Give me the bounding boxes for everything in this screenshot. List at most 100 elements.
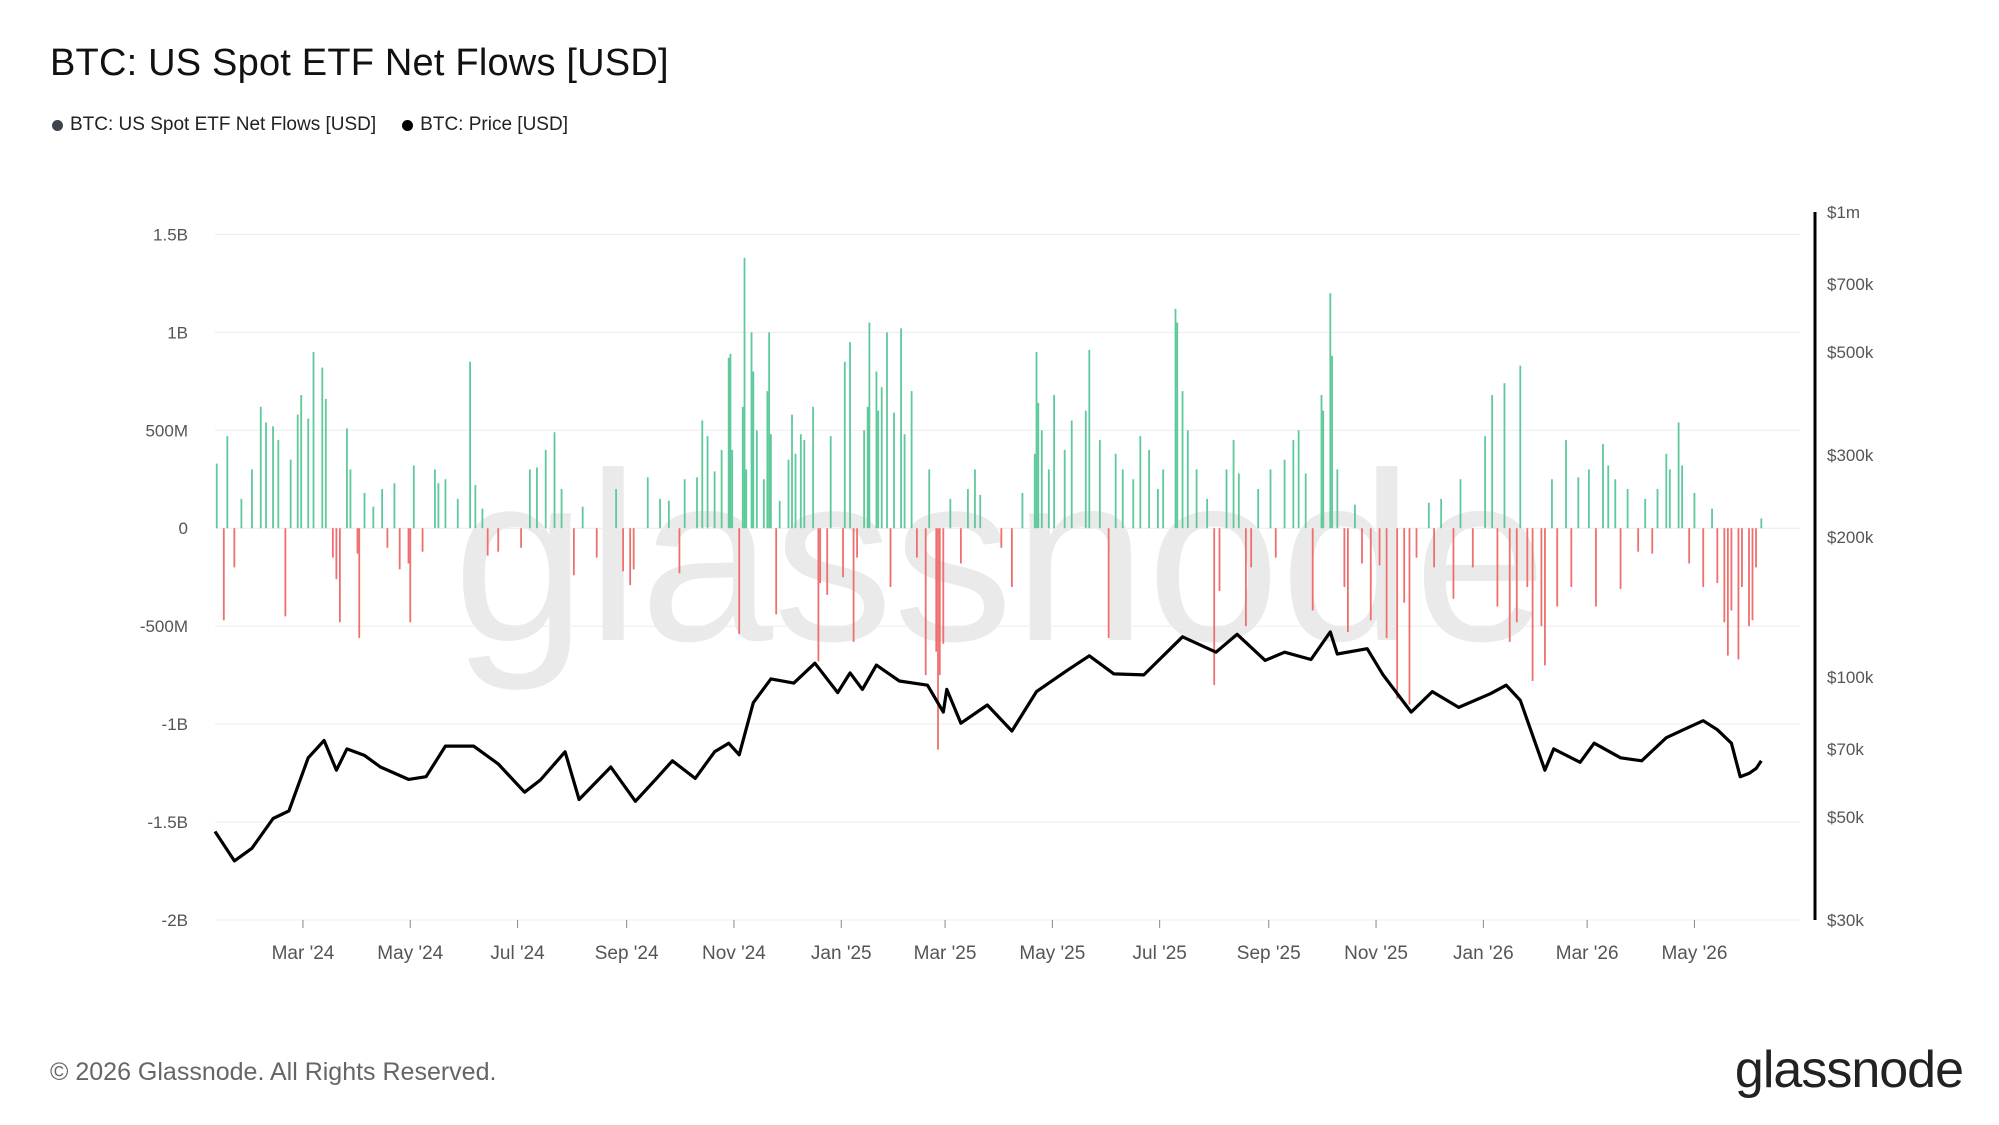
- flow-bar: [924, 528, 927, 676]
- x-tick-label: Jan '26: [1453, 943, 1514, 964]
- x-tick-label: Sep '25: [1237, 943, 1301, 964]
- flow-bar: [1471, 528, 1474, 568]
- flow-bar: [1484, 436, 1487, 529]
- flow-bar: [528, 469, 531, 529]
- flow-bar: [1711, 508, 1713, 529]
- flow-bar: [1132, 479, 1135, 529]
- flow-bar: [880, 387, 883, 529]
- flow-bar: [775, 528, 778, 615]
- flow-bar: [1157, 489, 1159, 529]
- right-tick-label: $1m: [1827, 203, 1860, 222]
- flow-bar: [1595, 528, 1597, 607]
- flow-bar: [553, 432, 556, 529]
- flow-bar: [393, 483, 396, 529]
- flow-bar: [706, 436, 709, 529]
- flow-bar: [1311, 528, 1314, 611]
- flow-bar: [1626, 489, 1629, 529]
- flow-bar: [331, 528, 334, 558]
- flow-bar: [787, 459, 790, 529]
- flow-bar: [1551, 479, 1553, 529]
- flow-bar: [1162, 469, 1165, 529]
- flow-bar: [1656, 489, 1659, 529]
- flow-bar: [1320, 395, 1323, 529]
- flow-bar: [1588, 469, 1590, 529]
- flow-bar: [497, 528, 500, 552]
- x-tick-label: Mar '24: [272, 943, 335, 964]
- flow-bar: [437, 483, 440, 529]
- flow-bar: [1531, 528, 1534, 682]
- flow-bar: [1427, 502, 1430, 529]
- flow-bar: [581, 506, 584, 529]
- legend-label-net-flows: BTC: US Spot ETF Net Flows [USD]: [70, 114, 377, 135]
- flow-bar: [889, 528, 892, 587]
- flow-bar: [937, 528, 939, 750]
- x-tick-label: Jan '25: [811, 943, 872, 964]
- flow-bar: [1503, 383, 1506, 529]
- flow-bar: [372, 506, 375, 529]
- legend-item-net-flows[interactable]: BTC: US Spot ETF Net Flows [USD]: [52, 114, 376, 136]
- left-tick-label: -1.5B: [147, 813, 188, 832]
- flow-bar: [1088, 349, 1091, 529]
- flow-bar: [863, 430, 866, 529]
- flow-bar: [444, 479, 447, 529]
- flow-bar: [768, 332, 771, 529]
- flow-bar: [409, 528, 412, 623]
- flow-bar: [1186, 430, 1189, 529]
- flow-bar: [1010, 528, 1013, 587]
- watermark: glassnode: [453, 423, 1547, 691]
- flow-bar: [1540, 528, 1543, 627]
- flow-bar: [456, 498, 459, 529]
- flow-bar: [1751, 528, 1754, 621]
- flow-bar: [1336, 469, 1339, 529]
- flow-bar: [265, 422, 267, 529]
- flow-bar: [1361, 528, 1363, 564]
- flow-bar: [572, 528, 575, 576]
- right-tick-label: $50k: [1827, 808, 1864, 827]
- flow-bar: [1274, 528, 1277, 558]
- flow-bar: [1741, 528, 1743, 587]
- legend-item-price[interactable]: BTC: Price [USD]: [402, 114, 568, 136]
- flow-bar: [381, 489, 384, 529]
- left-axis: 1.5B 1B 500M 0 -500M -1B -1.5B -2B: [140, 225, 188, 930]
- flow-bar: [421, 528, 424, 552]
- flow-bar: [928, 469, 931, 529]
- flow-bar: [743, 257, 746, 529]
- flow-bar: [1322, 410, 1325, 529]
- flow-bar: [1681, 465, 1684, 529]
- flow-bar: [1491, 395, 1494, 529]
- flow-bar: [713, 471, 716, 529]
- x-tick-label: Mar '25: [914, 943, 977, 964]
- copyright: © 2026 Glassnode. All Rights Reserved.: [50, 1058, 497, 1086]
- flow-bar: [812, 406, 815, 529]
- flow-bar: [1114, 453, 1117, 529]
- right-tick-label: $30k: [1827, 911, 1864, 930]
- flow-bar: [632, 528, 635, 570]
- flow-bar: [289, 459, 292, 529]
- flow-bar: [720, 449, 723, 529]
- flow-bar: [916, 528, 918, 558]
- flow-bar: [251, 469, 253, 529]
- flow-bar: [949, 498, 952, 529]
- flow-bar: [1730, 528, 1733, 611]
- flow-bar: [778, 500, 781, 529]
- flow-bar: [829, 436, 832, 529]
- flow-bar: [1496, 528, 1499, 607]
- brand-logo[interactable]: glassnode: [1734, 1041, 1964, 1099]
- flow-bar: [1440, 498, 1443, 529]
- flow-bar: [321, 367, 324, 529]
- flow-bar: [335, 528, 338, 580]
- flow-bar: [752, 371, 755, 529]
- flow-bar: [615, 489, 617, 529]
- flow-bar: [974, 469, 976, 529]
- flow-bar: [1181, 391, 1184, 529]
- flow-bar: [1556, 528, 1559, 607]
- flow-bar: [1035, 351, 1038, 529]
- left-tick-label: 1.5B: [153, 225, 188, 244]
- flow-bar: [803, 440, 806, 529]
- flow-bar: [667, 500, 670, 529]
- flow-bar: [481, 508, 484, 529]
- flow-bar: [1693, 492, 1696, 529]
- flow-bar: [769, 434, 772, 529]
- flow-bar: [762, 479, 765, 529]
